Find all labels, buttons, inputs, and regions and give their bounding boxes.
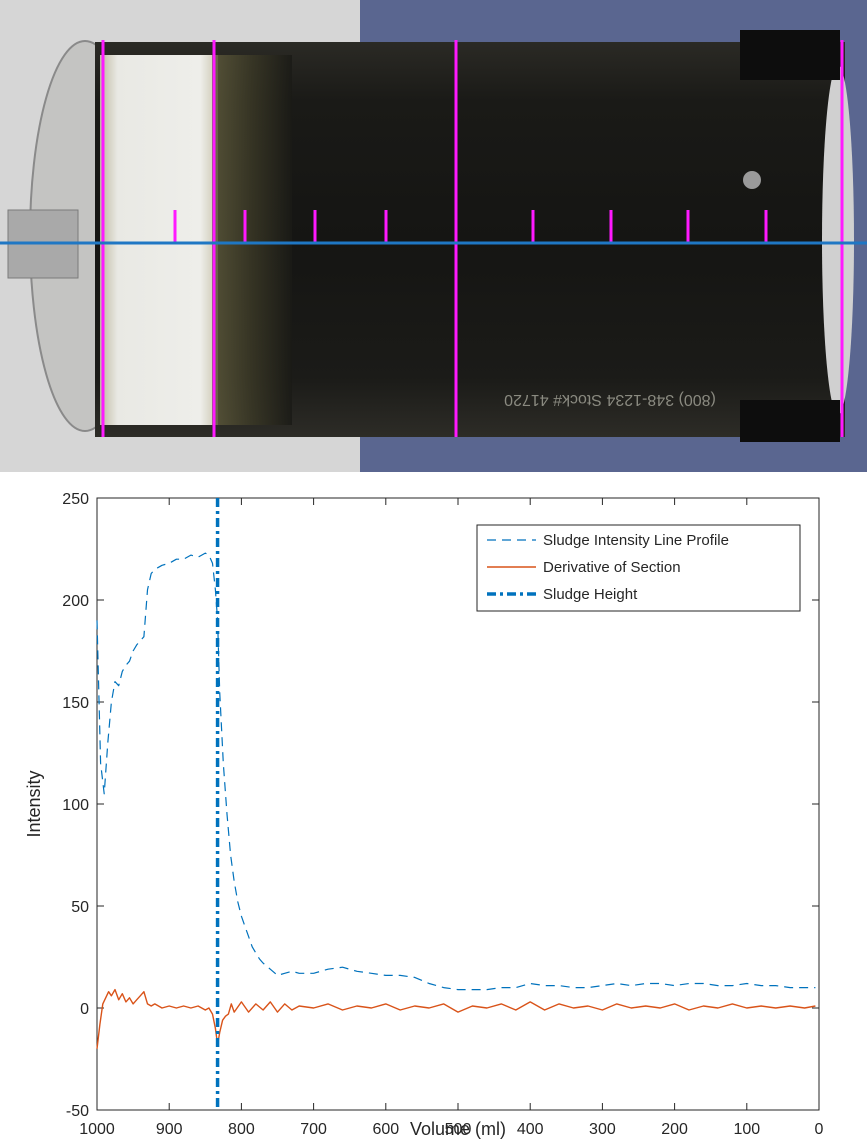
right-end-cap — [822, 65, 854, 415]
y-tick-label: 0 — [80, 1001, 89, 1018]
x-axis-label: Volume (ml) — [410, 1119, 506, 1139]
derivative-line — [96, 988, 816, 1049]
x-tick-label: 200 — [661, 1121, 688, 1138]
y-tick-label: 150 — [62, 695, 89, 712]
x-tick-label: 700 — [300, 1121, 327, 1138]
clear-zone — [100, 55, 218, 425]
y-tick-label: -50 — [66, 1103, 89, 1120]
transition-zone — [212, 55, 292, 425]
x-tick-label: 900 — [156, 1121, 183, 1138]
x-tick-label: 0 — [815, 1121, 824, 1138]
y-tick-label: 250 — [62, 491, 89, 508]
intensity-profile-line — [96, 552, 816, 991]
x-tick-label: 400 — [517, 1121, 544, 1138]
x-tick-label: 100 — [733, 1121, 760, 1138]
y-axis-label: Intensity — [24, 770, 44, 837]
right-bolt-bottom — [740, 400, 840, 442]
right-bolt-top — [740, 30, 840, 80]
legend-label-height: Sludge Height — [543, 586, 638, 603]
intensity-chart: 1000 900 800 700 600 500 400 300 200 100 0-5005010… — [24, 491, 824, 1139]
series-group — [96, 498, 816, 1110]
axis-ticks: 1000 900 800 700 600 500 400 300 200 100 0-5005010… — [62, 491, 823, 1138]
x-tick-label: 600 — [372, 1121, 399, 1138]
x-tick-label: 500 — [445, 1121, 472, 1138]
bolt-head — [743, 171, 761, 189]
y-tick-label: 50 — [71, 899, 89, 916]
x-tick-label: 1000 — [79, 1121, 115, 1138]
legend-label-profile: Sludge Intensity Line Profile — [543, 532, 729, 549]
x-tick-label: 300 — [589, 1121, 616, 1138]
x-tick-label: 800 — [228, 1121, 255, 1138]
legend-label-derivative: Derivative of Section — [543, 559, 681, 576]
y-tick-label: 200 — [62, 593, 89, 610]
legend-box — [476, 524, 801, 612]
y-tick-label: 100 — [62, 797, 89, 814]
legend: Sludge Intensity Line Profile Derivative… — [476, 524, 801, 612]
tube-label: (800) 348-1234 Stock# 41720 — [504, 391, 716, 408]
sludge-column-photo: (800) 348-1234 Stock# 41720 — [0, 0, 867, 472]
magenta-markers — [101, 40, 844, 437]
